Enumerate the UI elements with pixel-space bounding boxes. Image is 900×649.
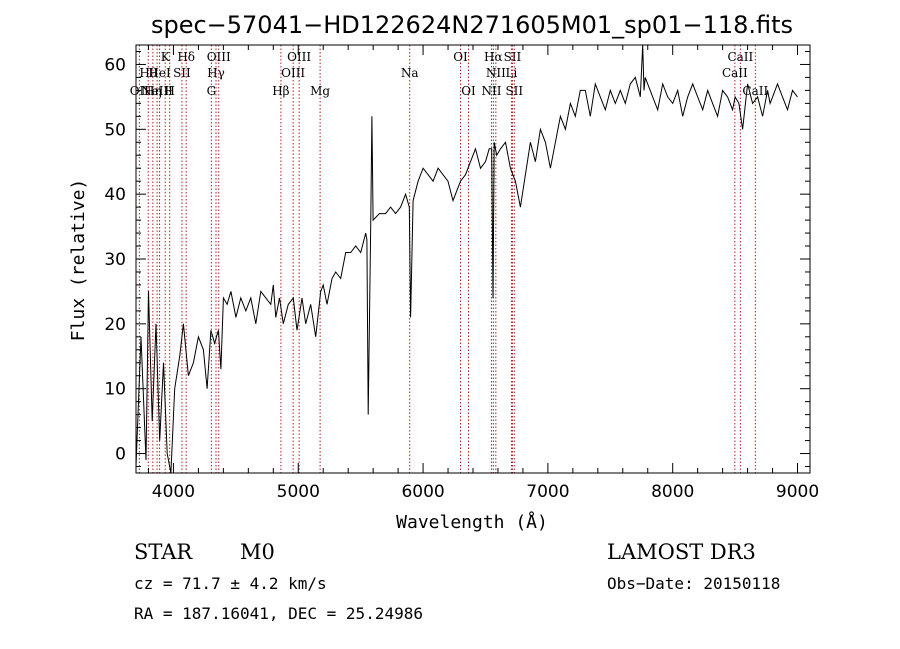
line-label-na: Na xyxy=(401,66,419,80)
line-label-neiii: NeIII xyxy=(141,84,173,98)
y-tick-label: 50 xyxy=(104,120,126,140)
line-label-hei: HeI xyxy=(148,66,171,80)
y-tick-label: 60 xyxy=(104,55,126,75)
line-label-k: K xyxy=(161,50,171,64)
line-label-hβ: Hβ xyxy=(272,84,289,98)
line-label-oiii: OIII xyxy=(287,50,311,64)
obs-date: Obs−Date: 20150118 xyxy=(607,574,780,593)
line-label-oii: OII xyxy=(130,84,150,98)
x-tick-label: 4000 xyxy=(152,482,195,502)
line-label-li: Li xyxy=(506,66,518,80)
x-tick-label: 5000 xyxy=(277,482,320,502)
line-label-hγ: Hγ xyxy=(207,66,225,80)
y-tick-label: 30 xyxy=(104,250,126,270)
line-label-oi: OI xyxy=(453,50,468,64)
plot-frame xyxy=(135,44,811,474)
line-label-hα: Hα xyxy=(484,50,503,64)
y-tick-label: 20 xyxy=(104,315,126,335)
chart-title: spec−57041−HD122624N271605M01_sp01−118.f… xyxy=(151,11,793,39)
line-label-nii: NII xyxy=(481,84,501,98)
line-label-sii: SII xyxy=(504,50,522,64)
y-axis-label: Flux (relative) xyxy=(68,179,89,342)
line-label-oiii: OIII xyxy=(281,66,305,80)
line-label-sii: SII xyxy=(505,84,523,98)
line-label-caii: CaII xyxy=(722,66,748,80)
y-tick-label: 0 xyxy=(115,445,126,465)
line-label-nii: NII xyxy=(486,66,506,80)
line-label-caii: CaII xyxy=(742,84,768,98)
line-label-g: G xyxy=(207,84,217,98)
coordinates: RA = 187.16041, DEC = 25.24986 xyxy=(134,604,423,623)
emission-lines-layer xyxy=(138,45,756,473)
line-label-caii: CaII xyxy=(727,50,753,64)
spectrum-series-line xyxy=(135,44,798,474)
redshift-readout: cz = 71.7 ± 4.2 km/s xyxy=(134,574,327,593)
line-label-sii: SII xyxy=(173,66,191,80)
line-label-mg: Mg xyxy=(310,84,330,98)
x-tick-label: 7000 xyxy=(526,482,569,502)
object-class: STAR xyxy=(134,540,193,564)
x-tick-label: 8000 xyxy=(651,482,694,502)
y-tick-label: 10 xyxy=(104,380,126,400)
line-label-hη: Hη xyxy=(144,84,162,98)
axis-ticks-layer: 4000 5000 6000 7000 8000 9000 0 10 20 30 40 50 60 xyxy=(104,45,819,502)
line-label-h: H xyxy=(164,84,174,98)
line-label-oiii: OIII xyxy=(207,50,231,64)
x-axis-label: Wavelength (Å) xyxy=(396,511,548,533)
survey-name: LAMOST DR3 xyxy=(607,540,756,564)
x-tick-label: 6000 xyxy=(401,482,444,502)
spectrum-layer xyxy=(135,44,798,474)
line-label-oi: OI xyxy=(461,84,476,98)
x-tick-label: 9000 xyxy=(776,482,819,502)
object-subclass: M0 xyxy=(240,540,275,564)
line-label-hδ: Hδ xyxy=(177,50,195,64)
y-tick-label: 40 xyxy=(104,185,126,205)
line-label-hθ: Hθ xyxy=(139,66,157,80)
